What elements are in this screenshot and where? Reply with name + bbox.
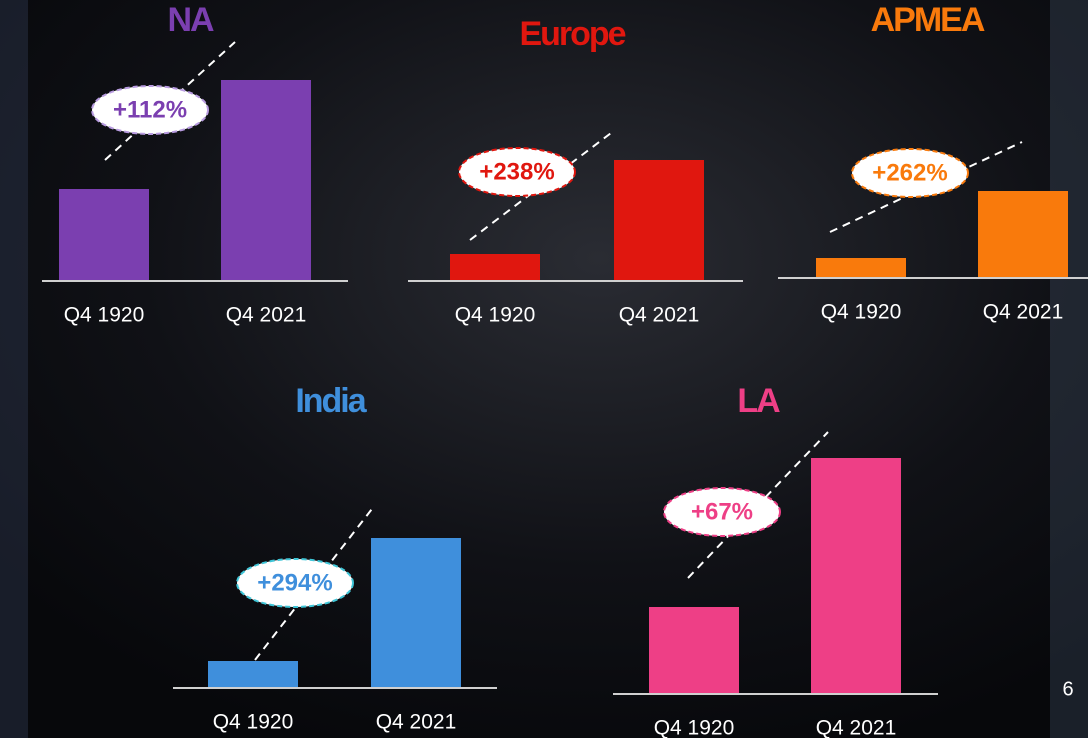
x-tick-label: Q4 2021 <box>816 717 897 738</box>
bar <box>816 258 906 278</box>
bar <box>614 160 704 281</box>
page-number: 6 <box>1062 678 1073 700</box>
chart-title: Europe <box>519 15 625 53</box>
x-tick-label: Q4 2021 <box>376 711 457 734</box>
chart-title: NA <box>167 1 214 39</box>
chart-title: APMEA <box>871 1 985 39</box>
bar <box>59 189 149 281</box>
bar <box>811 458 901 694</box>
x-tick-label: Q4 1920 <box>654 717 735 738</box>
annotation: +67% <box>691 498 753 525</box>
bar <box>450 254 540 281</box>
x-tick-label: Q4 2021 <box>983 301 1064 324</box>
bar <box>649 607 739 694</box>
annotation: +294% <box>257 569 332 596</box>
x-tick-label: Q4 2021 <box>619 304 700 327</box>
x-tick-label: Q4 1920 <box>821 301 902 324</box>
slide: 6 NA Q4 1920 Q4 2021 +112% Europe Q4 1920 Q4 2… <box>0 0 1088 738</box>
x-tick-label: Q4 1920 <box>64 304 145 327</box>
annotation: +112% <box>113 96 187 123</box>
chart-title: LA <box>737 382 780 420</box>
x-tick-label: Q4 2021 <box>226 304 307 327</box>
annotation: +238% <box>479 158 554 185</box>
bar <box>978 191 1068 278</box>
chart-title: India <box>295 382 367 420</box>
bar <box>208 661 298 688</box>
background-glow <box>1050 0 1088 738</box>
annotation: +262% <box>872 159 947 186</box>
bar <box>221 80 311 281</box>
bar <box>371 538 461 688</box>
background-glow <box>0 0 28 738</box>
x-tick-label: Q4 1920 <box>213 711 294 734</box>
x-tick-label: Q4 1920 <box>455 304 536 327</box>
